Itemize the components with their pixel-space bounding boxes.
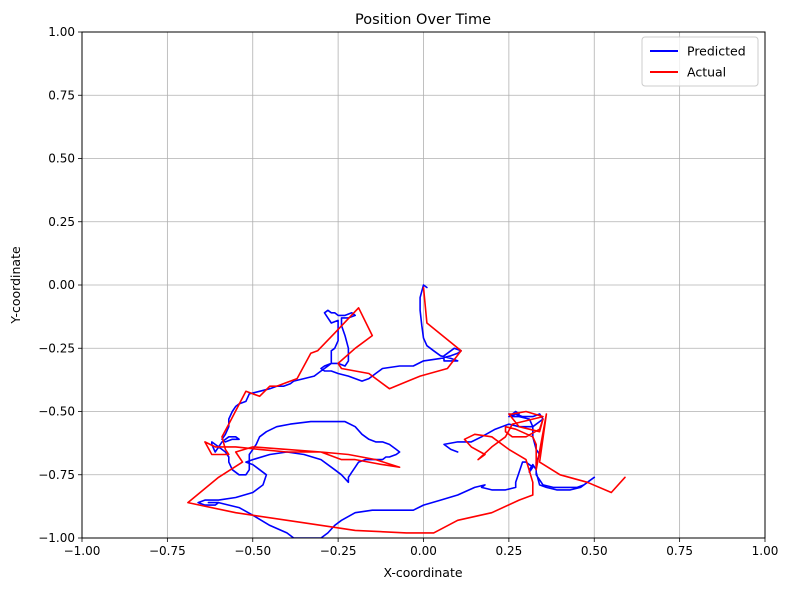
- legend-label-predicted: Predicted: [687, 44, 746, 59]
- y-tick-label: −0.75: [38, 468, 75, 482]
- y-tick-label: 0.00: [48, 278, 75, 292]
- x-tick-label: 0.00: [410, 544, 437, 558]
- y-tick-label: 0.50: [48, 152, 75, 166]
- x-tick-label: 0.25: [496, 544, 523, 558]
- chart-title: Position Over Time: [355, 12, 491, 28]
- y-tick-label: 0.25: [48, 215, 75, 229]
- y-tick-label: 1.00: [48, 25, 75, 39]
- y-tick-label: 0.75: [48, 88, 75, 102]
- x-tick-label: −0.50: [234, 544, 271, 558]
- x-tick-label: 0.50: [581, 544, 608, 558]
- y-tick-label: −1.00: [38, 531, 75, 545]
- series-line-predicted: [197, 284, 596, 538]
- x-tick-label: 0.75: [666, 544, 693, 558]
- x-tick-label: −1.00: [64, 544, 101, 558]
- y-axis-label: Y-coordinate: [8, 246, 23, 325]
- y-tick-label: −0.25: [38, 341, 75, 355]
- axis-ticks: −1.00 −0.75 −0.50 −0.25 0.00 0.25 0.50 0.75 1.00…: [38, 25, 778, 558]
- x-axis-label: X-coordinate: [383, 565, 462, 580]
- series-line-actual: [187, 286, 626, 534]
- x-tick-label: 1.00: [752, 544, 779, 558]
- legend-label-actual: Actual: [687, 65, 726, 80]
- legend: Predicted Actual: [641, 36, 759, 87]
- series-lines: [187, 284, 626, 538]
- x-tick-label: −0.25: [320, 544, 357, 558]
- x-tick-label: −0.75: [149, 544, 186, 558]
- legend-box: [641, 36, 759, 87]
- y-tick-label: −0.50: [38, 405, 75, 419]
